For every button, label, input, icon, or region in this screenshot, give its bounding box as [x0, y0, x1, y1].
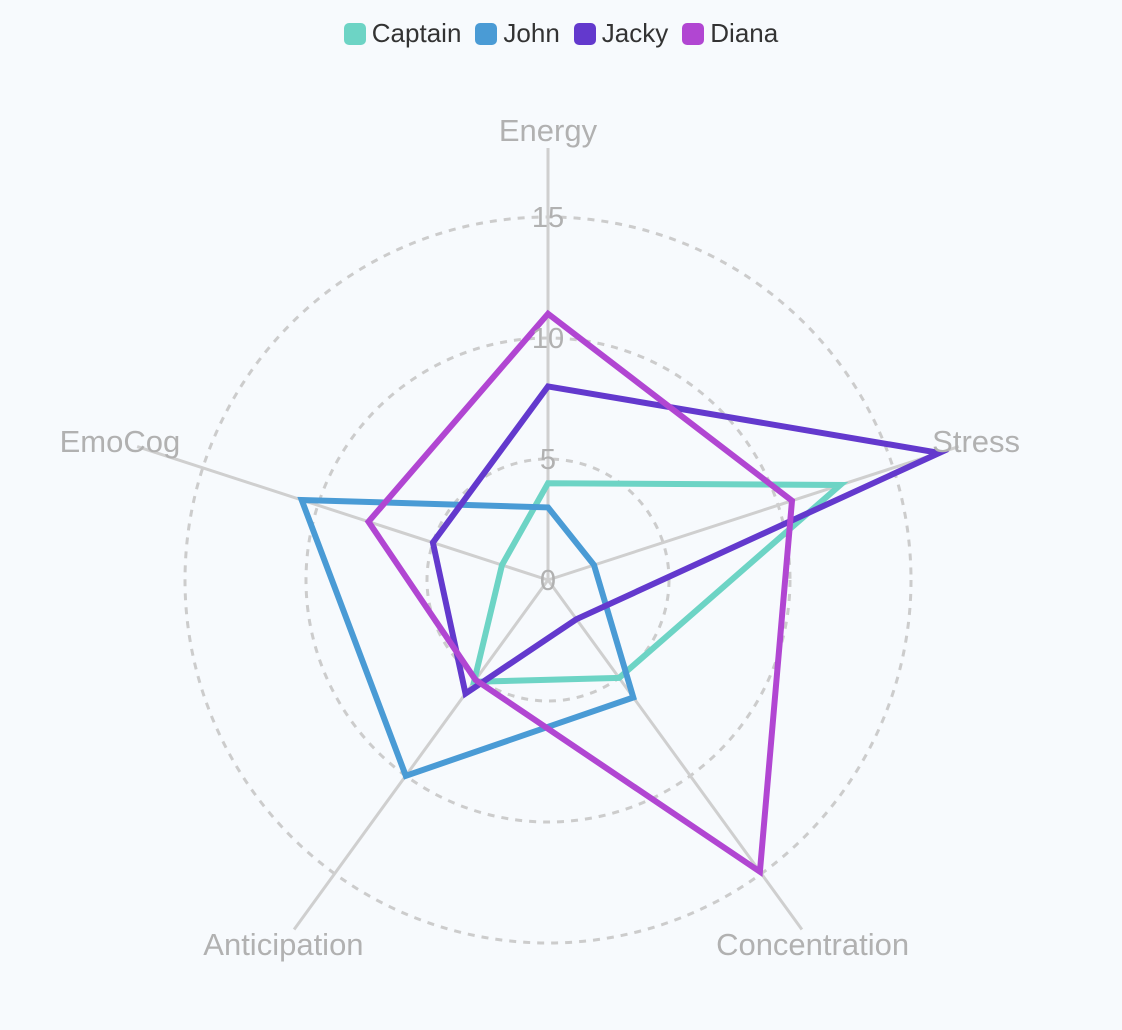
legend: Captain John Jacky Diana — [0, 18, 1122, 49]
axis-line-anticipation — [292, 579, 550, 931]
tick-labels: 0 5 10 15 — [532, 202, 564, 597]
axis-labels: Energy Stress Concentration Anticipation Emo… — [60, 113, 1020, 962]
series-john — [297, 496, 637, 780]
axes — [136, 148, 960, 931]
series-diana — [364, 309, 796, 878]
legend-item-john[interactable]: John — [475, 18, 560, 49]
legend-swatch — [682, 22, 705, 45]
tick-label-15: 15 — [532, 202, 564, 234]
axis-label-energy: Energy — [499, 113, 598, 148]
axis-line-emocog — [136, 445, 549, 582]
legend-label: Captain — [371, 18, 462, 48]
legend-label: Diana — [710, 18, 779, 48]
series — [297, 309, 950, 878]
legend-label: Jacky — [601, 18, 669, 48]
legend-item-captain[interactable]: Captain — [343, 18, 462, 49]
axis-label-anticipation: Anticipation — [203, 927, 363, 962]
tick-label-5: 5 — [540, 444, 556, 476]
legend-item-diana[interactable]: Diana — [682, 18, 778, 49]
legend-swatch — [573, 22, 596, 45]
axis-label-concentration: Concentration — [716, 927, 909, 962]
tick-label-0: 0 — [540, 565, 556, 597]
legend-item-jacky[interactable]: Jacky — [573, 18, 669, 49]
series-jacky — [429, 383, 950, 699]
legend-swatch — [475, 22, 498, 45]
tick-label-10: 10 — [532, 323, 564, 355]
series-captain — [470, 480, 849, 685]
legend-swatch — [343, 22, 366, 45]
axis-label-stress: Stress — [932, 424, 1020, 459]
axis-label-emocog: EmoCog — [60, 424, 181, 459]
legend-label: John — [503, 18, 560, 48]
axis-line-stress — [547, 445, 960, 582]
